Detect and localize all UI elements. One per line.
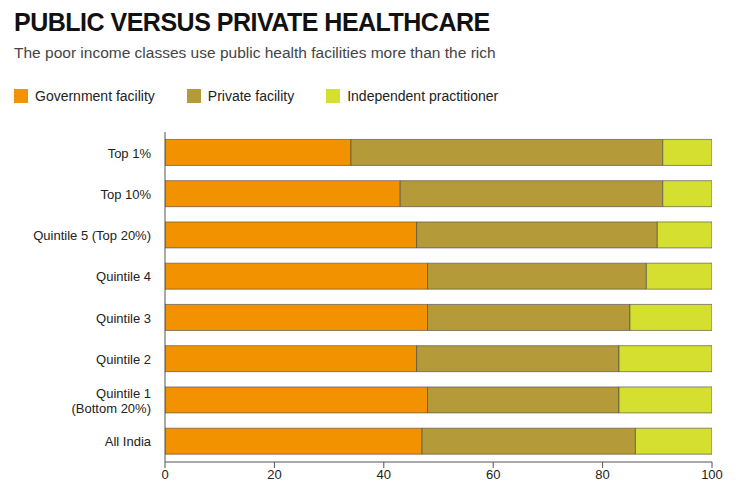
svg-text:Quintile 1(Bottom 20%): Quintile 1(Bottom 20%) (72, 385, 151, 415)
svg-text:Top 10%: Top 10% (100, 186, 151, 201)
html-text:Independent practitioner: Independent practitioner (347, 88, 499, 104)
svg-text:40: 40 (377, 467, 391, 482)
html-text:The poor income classes use pu: The poor income classes use public healt… (14, 44, 496, 61)
html-text:Private facility: Private facility (207, 88, 295, 104)
svg-text:All India: All India (105, 434, 152, 449)
svg-text:0: 0 (161, 467, 168, 482)
html-text:Government facility: Government facility (35, 88, 155, 104)
svg-text:Quintile 2: Quintile 2 (96, 351, 151, 366)
svg-text:Top 1%: Top 1% (108, 145, 152, 160)
svg-text:100: 100 (701, 467, 723, 482)
svg-text:60: 60 (486, 467, 500, 482)
svg-text:Quintile 5 (Top 20%): Quintile 5 (Top 20%) (33, 228, 151, 243)
svg-text:20: 20 (267, 467, 281, 482)
svg-text:80: 80 (595, 467, 609, 482)
svg-text:Quintile 4: Quintile 4 (96, 269, 151, 284)
svg-text:Quintile 3: Quintile 3 (96, 310, 151, 325)
html-text:PUBLIC VERSUS PRIVATE HEALTHCA: PUBLIC VERSUS PRIVATE HEALTHCARE (14, 8, 490, 36)
